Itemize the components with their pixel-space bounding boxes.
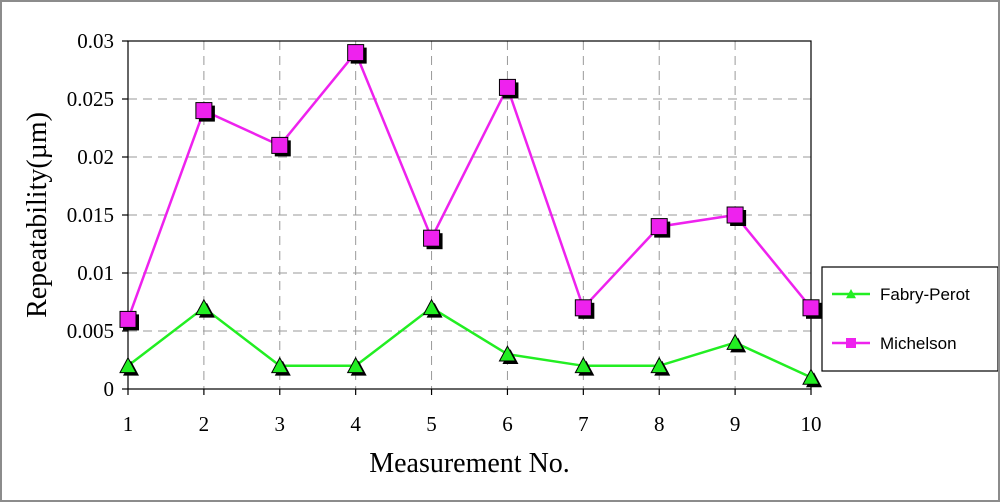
y-tick-label: 0.015 — [67, 203, 114, 227]
legend: Fabry-Perot Michelson — [821, 266, 998, 372]
legend-marker-michelson — [846, 338, 856, 348]
series-layer — [119, 44, 822, 388]
data-point-michelson — [119, 310, 137, 328]
data-point-fabry-perot — [119, 356, 137, 374]
data-point-fabry-perot — [498, 345, 517, 362]
x-axis-title: Measurement No. — [369, 448, 570, 479]
x-tick-label: 8 — [654, 412, 665, 436]
legend-label-fabry-perot: Fabry-Perot — [880, 285, 970, 304]
tick-layer: 0 0.005 0.01 0.015 0.02 0.025 0.03 1 2 3 4 5 6 7 8 9 10 — [67, 29, 822, 436]
x-tick-label: 9 — [730, 412, 741, 436]
data-point-fabry-perot — [346, 356, 365, 374]
plot-area — [127, 40, 812, 390]
data-point-michelson — [650, 218, 668, 236]
data-point-fabry-perot — [270, 356, 289, 374]
x-tick-label: 5 — [426, 412, 437, 436]
legend-marker-fabry-perot — [846, 289, 856, 299]
series-line-fabry-perot — [127, 306, 812, 379]
x-tick-label: 6 — [502, 412, 513, 436]
y-tick-label: 0.02 — [77, 145, 114, 169]
x-tick-label: 2 — [199, 412, 210, 436]
data-point-fabry-perot — [195, 298, 213, 316]
data-point-michelson — [726, 206, 744, 224]
data-point-michelson — [498, 78, 516, 96]
grid-layer — [128, 41, 811, 389]
data-point-fabry-perot — [726, 333, 744, 350]
data-point-fabry-perot — [650, 356, 669, 374]
data-point-michelson — [423, 229, 441, 247]
y-tick-label: 0.005 — [67, 319, 114, 343]
x-tick-label: 7 — [578, 412, 589, 436]
data-point-michelson — [802, 299, 820, 317]
y-tick-label: 0.01 — [77, 261, 114, 285]
data-point-michelson — [195, 102, 213, 120]
x-tick-label: 3 — [275, 412, 286, 436]
y-tick-label: 0 — [104, 377, 115, 401]
data-point-michelson — [347, 44, 365, 62]
y-tick-label: 0.03 — [77, 29, 114, 53]
x-tick-label: 10 — [801, 412, 822, 436]
series-line-michelson — [126, 50, 812, 320]
data-point-fabry-perot — [802, 368, 820, 385]
y-tick-label: 0.025 — [67, 87, 114, 111]
data-point-fabry-perot — [422, 298, 441, 316]
legend-box — [821, 266, 998, 372]
x-tick-label: 1 — [123, 412, 134, 436]
data-point-fabry-perot — [574, 356, 593, 374]
legend-label-michelson: Michelson — [880, 334, 957, 353]
y-axis-title: Repeatability(µm) — [22, 112, 53, 318]
data-point-michelson — [574, 299, 592, 317]
data-point-michelson — [271, 136, 289, 154]
x-tick-label: 4 — [350, 412, 361, 436]
